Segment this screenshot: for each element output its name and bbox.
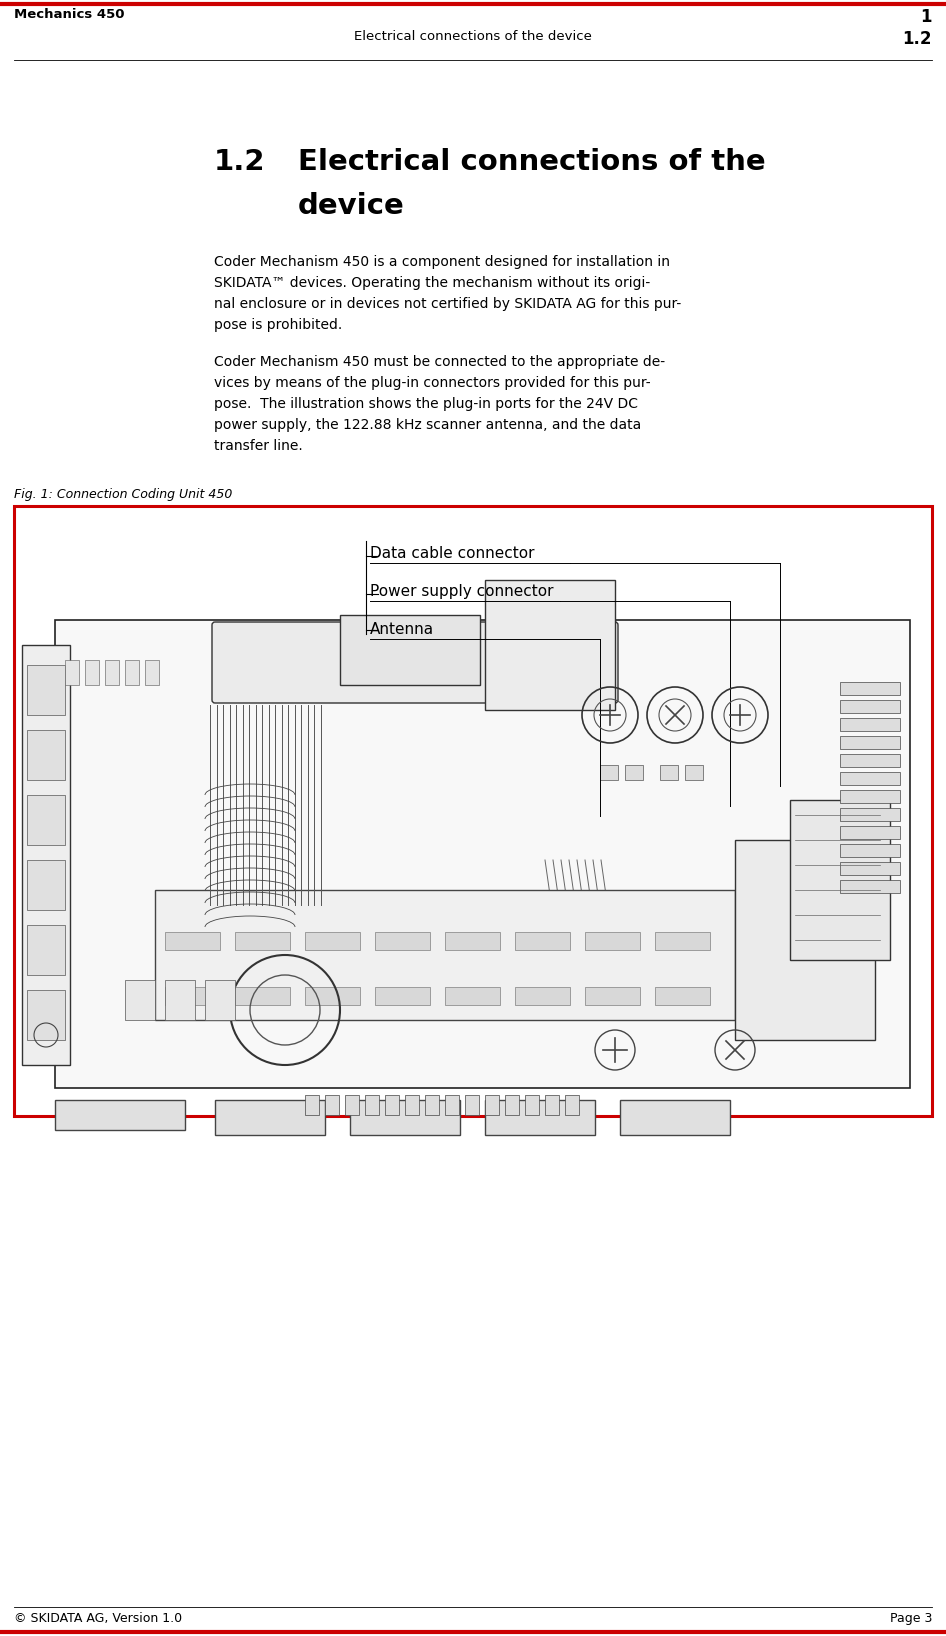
Bar: [165, 933, 220, 951]
Bar: [840, 682, 900, 695]
Bar: [565, 1094, 579, 1116]
Bar: [375, 933, 430, 951]
Bar: [465, 1094, 479, 1116]
Bar: [485, 1099, 595, 1135]
Bar: [445, 933, 500, 951]
Bar: [585, 987, 640, 1005]
Bar: [27, 664, 65, 715]
Bar: [305, 987, 360, 1005]
Bar: [145, 659, 159, 685]
Text: transfer line.: transfer line.: [214, 438, 303, 453]
Text: Coder Mechanism 450 must be connected to the appropriate de-: Coder Mechanism 450 must be connected to…: [214, 355, 665, 370]
Bar: [625, 766, 643, 780]
Bar: [840, 700, 900, 713]
Bar: [840, 880, 900, 893]
Bar: [55, 1099, 185, 1130]
Bar: [840, 862, 900, 875]
Bar: [27, 730, 65, 780]
Bar: [840, 718, 900, 731]
Text: Electrical connections of the device: Electrical connections of the device: [354, 29, 592, 43]
Bar: [375, 987, 430, 1005]
Text: nal enclosure or in devices not certified by SKIDATA AG for this pur-: nal enclosure or in devices not certifie…: [214, 298, 681, 311]
Bar: [515, 987, 570, 1005]
Bar: [485, 1094, 499, 1116]
Bar: [840, 754, 900, 767]
Bar: [14, 506, 932, 1116]
Bar: [215, 1099, 325, 1135]
Bar: [655, 987, 710, 1005]
Bar: [445, 1094, 459, 1116]
Bar: [205, 980, 235, 1019]
Text: © SKIDATA AG, Version 1.0: © SKIDATA AG, Version 1.0: [14, 1611, 183, 1625]
Bar: [125, 659, 139, 685]
Bar: [235, 933, 290, 951]
Text: 1: 1: [920, 8, 932, 26]
Text: Fig. 1: Connection Coding Unit 450: Fig. 1: Connection Coding Unit 450: [14, 488, 233, 501]
Bar: [105, 659, 119, 685]
Bar: [660, 766, 678, 780]
Text: 1.2: 1.2: [902, 29, 932, 47]
Bar: [55, 620, 910, 1088]
Text: vices by means of the plug-in connectors provided for this pur-: vices by means of the plug-in connectors…: [214, 376, 651, 389]
Text: power supply, the 122.88 kHz scanner antenna, and the data: power supply, the 122.88 kHz scanner ant…: [214, 419, 641, 432]
Bar: [365, 1094, 379, 1116]
Bar: [125, 980, 155, 1019]
Text: pose is prohibited.: pose is prohibited.: [214, 317, 342, 332]
Bar: [735, 839, 875, 1040]
Bar: [840, 826, 900, 839]
Bar: [405, 1094, 419, 1116]
Bar: [350, 1099, 460, 1135]
Text: device: device: [298, 191, 405, 219]
Bar: [65, 659, 79, 685]
Text: Power supply connector: Power supply connector: [370, 584, 553, 599]
Bar: [305, 933, 360, 951]
Bar: [22, 645, 70, 1065]
Bar: [165, 980, 195, 1019]
Bar: [685, 766, 703, 780]
Bar: [155, 890, 735, 1019]
Bar: [305, 1094, 319, 1116]
Bar: [345, 1094, 359, 1116]
FancyBboxPatch shape: [212, 622, 618, 703]
Text: Mechanics 450: Mechanics 450: [14, 8, 125, 21]
Bar: [27, 990, 65, 1040]
Bar: [85, 659, 99, 685]
Bar: [620, 1099, 730, 1135]
Text: Coder Mechanism 450 is a component designed for installation in: Coder Mechanism 450 is a component desig…: [214, 255, 670, 268]
Text: SKIDATA™ devices. Operating the mechanism without its origi-: SKIDATA™ devices. Operating the mechanis…: [214, 276, 650, 290]
Bar: [27, 924, 65, 975]
Text: pose.  The illustration shows the plug-in ports for the 24V DC: pose. The illustration shows the plug-in…: [214, 398, 638, 411]
Bar: [840, 772, 900, 785]
Bar: [325, 1094, 339, 1116]
Bar: [545, 1094, 559, 1116]
Bar: [840, 808, 900, 821]
Bar: [27, 795, 65, 846]
Bar: [505, 1094, 519, 1116]
Bar: [235, 987, 290, 1005]
Text: Electrical connections of the: Electrical connections of the: [298, 147, 765, 177]
Bar: [385, 1094, 399, 1116]
Text: Data cable connector: Data cable connector: [370, 546, 534, 561]
Text: Page 3: Page 3: [889, 1611, 932, 1625]
Bar: [840, 844, 900, 857]
Bar: [525, 1094, 539, 1116]
Bar: [840, 736, 900, 749]
Bar: [790, 800, 890, 960]
Bar: [515, 933, 570, 951]
Text: 1.2: 1.2: [214, 147, 266, 177]
Bar: [600, 766, 618, 780]
Bar: [425, 1094, 439, 1116]
Bar: [340, 615, 480, 685]
Bar: [655, 933, 710, 951]
Bar: [585, 933, 640, 951]
Bar: [445, 987, 500, 1005]
Text: Antenna: Antenna: [370, 622, 434, 636]
Bar: [165, 987, 220, 1005]
Bar: [485, 581, 615, 710]
Bar: [27, 861, 65, 910]
Bar: [840, 790, 900, 803]
